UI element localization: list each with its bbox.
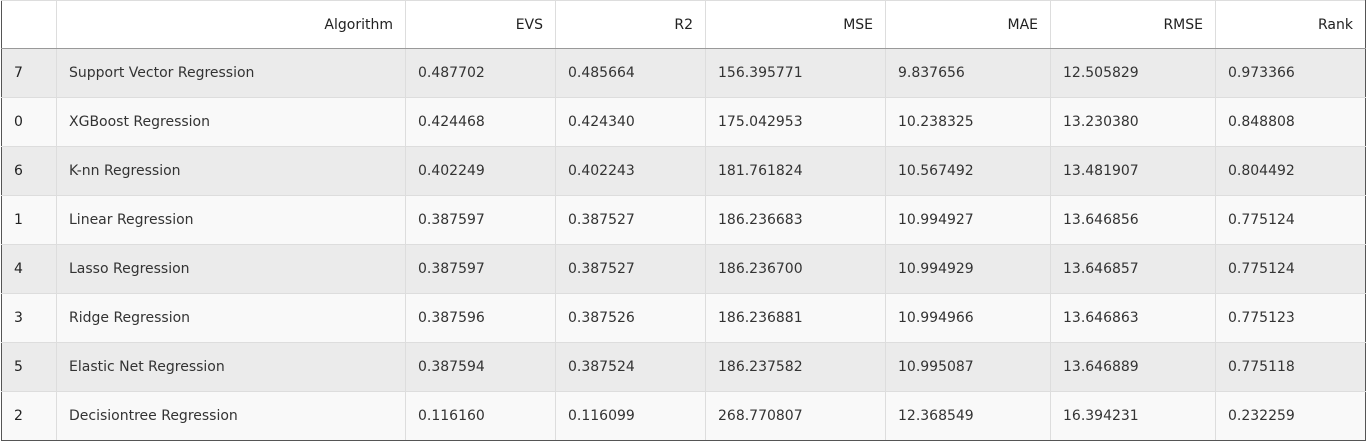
evs-cell: 0.387597 — [405, 195, 556, 245]
algorithm-cell: Support Vector Regression — [56, 48, 406, 98]
rmse-cell: 13.230380 — [1050, 97, 1216, 147]
rmse-column-header: RMSE — [1050, 0, 1216, 49]
rank-cell: 0.775124 — [1215, 195, 1366, 245]
rank-cell: 0.775118 — [1215, 342, 1366, 392]
mae-cell: 10.238325 — [885, 97, 1051, 147]
mse-cell: 268.770807 — [705, 391, 886, 441]
table-row: 5 Elastic Net Regression 0.387594 0.3875… — [1, 342, 1366, 392]
header-row: Algorithm EVS R2 MSE MAE RMSE Rank — [1, 0, 1366, 49]
rmse-cell: 12.505829 — [1050, 48, 1216, 98]
algorithm-cell: Elastic Net Regression — [56, 342, 406, 392]
table-row: 3 Ridge Regression 0.387596 0.387526 186… — [1, 293, 1366, 343]
table-row: 7 Support Vector Regression 0.487702 0.4… — [1, 48, 1366, 98]
rmse-cell: 16.394231 — [1050, 391, 1216, 441]
rank-cell: 0.775123 — [1215, 293, 1366, 343]
row-index: 3 — [1, 293, 57, 343]
table-row: 0 XGBoost Regression 0.424468 0.424340 1… — [1, 97, 1366, 147]
mae-cell: 10.994966 — [885, 293, 1051, 343]
r2-cell: 0.116099 — [555, 391, 706, 441]
rank-cell: 0.775124 — [1215, 244, 1366, 294]
evs-column-header: EVS — [405, 0, 556, 49]
rank-cell: 0.232259 — [1215, 391, 1366, 441]
mae-column-header: MAE — [885, 0, 1051, 49]
r2-cell: 0.485664 — [555, 48, 706, 98]
row-index: 7 — [1, 48, 57, 98]
rmse-cell: 13.481907 — [1050, 146, 1216, 196]
rank-cell: 0.804492 — [1215, 146, 1366, 196]
algorithm-cell: K-nn Regression — [56, 146, 406, 196]
mae-cell: 10.995087 — [885, 342, 1051, 392]
algorithm-cell: Decisiontree Regression — [56, 391, 406, 441]
r2-column-header: R2 — [555, 0, 706, 49]
algorithm-cell: Ridge Regression — [56, 293, 406, 343]
rank-cell: 0.973366 — [1215, 48, 1366, 98]
r2-cell: 0.387526 — [555, 293, 706, 343]
mae-cell: 10.994927 — [885, 195, 1051, 245]
rank-column-header: Rank — [1215, 0, 1366, 49]
mae-cell: 9.837656 — [885, 48, 1051, 98]
rmse-cell: 13.646889 — [1050, 342, 1216, 392]
table-row: 1 Linear Regression 0.387597 0.387527 18… — [1, 195, 1366, 245]
rmse-cell: 13.646863 — [1050, 293, 1216, 343]
algorithm-cell: Linear Regression — [56, 195, 406, 245]
algorithm-column-header: Algorithm — [56, 0, 406, 49]
evs-cell: 0.402249 — [405, 146, 556, 196]
mse-cell: 181.761824 — [705, 146, 886, 196]
evs-cell: 0.387594 — [405, 342, 556, 392]
row-index: 0 — [1, 97, 57, 147]
mae-cell: 12.368549 — [885, 391, 1051, 441]
mse-cell: 186.237582 — [705, 342, 886, 392]
r2-cell: 0.387524 — [555, 342, 706, 392]
row-index: 2 — [1, 391, 57, 441]
mse-cell: 175.042953 — [705, 97, 886, 147]
r2-cell: 0.402243 — [555, 146, 706, 196]
evs-cell: 0.116160 — [405, 391, 556, 441]
r2-cell: 0.387527 — [555, 195, 706, 245]
rank-cell: 0.848808 — [1215, 97, 1366, 147]
table-row: 4 Lasso Regression 0.387597 0.387527 186… — [1, 244, 1366, 294]
r2-cell: 0.424340 — [555, 97, 706, 147]
rmse-cell: 13.646857 — [1050, 244, 1216, 294]
rmse-cell: 13.646856 — [1050, 195, 1216, 245]
mae-cell: 10.567492 — [885, 146, 1051, 196]
row-index: 6 — [1, 146, 57, 196]
row-index: 5 — [1, 342, 57, 392]
mse-cell: 186.236683 — [705, 195, 886, 245]
row-index: 1 — [1, 195, 57, 245]
mse-column-header: MSE — [705, 0, 886, 49]
algorithm-cell: XGBoost Regression — [56, 97, 406, 147]
index-column-header — [1, 0, 57, 49]
row-index: 4 — [1, 244, 57, 294]
mae-cell: 10.994929 — [885, 244, 1051, 294]
table-row: 2 Decisiontree Regression 0.116160 0.116… — [1, 391, 1366, 441]
evs-cell: 0.387597 — [405, 244, 556, 294]
mse-cell: 186.236881 — [705, 293, 886, 343]
r2-cell: 0.387527 — [555, 244, 706, 294]
evs-cell: 0.487702 — [405, 48, 556, 98]
mse-cell: 186.236700 — [705, 244, 886, 294]
table-row: 6 K-nn Regression 0.402249 0.402243 181.… — [1, 146, 1366, 196]
mse-cell: 156.395771 — [705, 48, 886, 98]
evs-cell: 0.387596 — [405, 293, 556, 343]
algorithm-cell: Lasso Regression — [56, 244, 406, 294]
evs-cell: 0.424468 — [405, 97, 556, 147]
